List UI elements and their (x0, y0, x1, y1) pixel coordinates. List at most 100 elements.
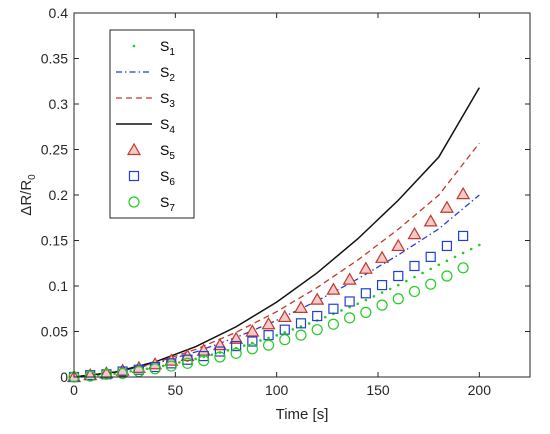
legend-marker-swatch (128, 196, 140, 208)
data-point-dot (469, 247, 473, 251)
data-point-dot (356, 302, 360, 306)
data-point-marker (312, 310, 323, 322)
data-point-marker (182, 354, 193, 365)
data-point-dot (405, 279, 408, 283)
data-point-dot (478, 243, 481, 247)
legend-entry-label-subscript: 2 (169, 73, 175, 84)
legend-entry-label-subscript: 7 (169, 203, 175, 214)
legend-marker-swatch (126, 142, 142, 156)
data-point-marker (295, 329, 307, 341)
data-point-dot (129, 369, 133, 373)
data-point-marker (245, 324, 260, 337)
y-tick-label: 0.35 (41, 51, 68, 67)
data-point-marker (408, 285, 421, 298)
data-point-marker (214, 346, 226, 357)
data-point-marker (261, 317, 276, 330)
data-point-marker (214, 351, 226, 363)
data-point-marker (456, 186, 471, 200)
legend-entry-label: S5 (160, 142, 175, 162)
data-point-dot (421, 271, 424, 275)
data-point-dot (429, 267, 432, 271)
legend-entry-label-subscript: 5 (169, 151, 175, 162)
data-point-dot (364, 298, 368, 302)
y-tick-label: 0.1 (49, 278, 69, 294)
data-point-dot (259, 339, 262, 342)
y-axis-label-subscript: 0 (27, 174, 38, 180)
data-point-marker (229, 331, 244, 344)
x-axis-label: Time [s] (276, 406, 329, 423)
y-axis-label: ΔR/R0 (18, 174, 38, 216)
data-point-dot (413, 275, 416, 279)
data-point-marker (100, 368, 113, 380)
series-line (73, 142, 480, 378)
data-point-marker (149, 363, 161, 375)
data-point-dot (380, 291, 384, 294)
legend-entry-label: S2 (160, 64, 175, 84)
data-point-dot (437, 263, 441, 267)
data-point-marker (393, 270, 404, 282)
data-point-dot (396, 283, 400, 287)
x-tick-label: 150 (366, 382, 390, 398)
data-point-marker (311, 324, 323, 336)
legend-entry-label-subscript: 3 (169, 99, 175, 110)
data-point-dot (291, 328, 295, 331)
legend-marker-swatch (128, 170, 140, 182)
legend-entry-label-subscript: 1 (169, 47, 175, 58)
y-axis-label-main: ΔR/R (18, 180, 35, 216)
data-point-marker (360, 306, 372, 318)
x-tick-label: 50 (168, 382, 184, 398)
data-point-marker (293, 300, 309, 313)
data-point-dot (388, 287, 392, 291)
data-point-marker (457, 262, 469, 274)
data-point-marker (117, 367, 129, 379)
data-point-dot (461, 251, 465, 255)
data-point-marker (165, 360, 177, 372)
data-point-marker (392, 293, 404, 305)
series-S7 (68, 262, 469, 383)
data-point-marker (375, 250, 390, 263)
legend-entry-label: S4 (160, 116, 175, 136)
data-point-marker (358, 261, 373, 274)
legend-entry-label-main: S (160, 38, 169, 54)
legend-entry-label-main: S (160, 116, 169, 132)
data-point-marker (327, 318, 340, 330)
data-point-dot (178, 361, 181, 364)
legend-entry-label: S6 (160, 168, 175, 188)
data-point-dot (307, 322, 311, 325)
series-layer (66, 87, 481, 383)
data-point-dot (299, 325, 303, 328)
data-point-marker (409, 260, 420, 272)
data-point-marker (247, 336, 258, 347)
y-tick-label: 0.05 (41, 324, 68, 340)
legend-entry-label-main: S (160, 90, 169, 106)
data-point-marker (262, 339, 275, 351)
data-point-marker (230, 347, 242, 359)
data-point-marker (439, 200, 454, 213)
data-point-marker (277, 309, 292, 323)
y-tick-label: 0.15 (41, 233, 68, 249)
legend-entry-label-subscript: 6 (169, 177, 175, 188)
data-point-dot (324, 315, 327, 319)
data-point-dot (372, 295, 376, 298)
y-tick-label: 0.3 (49, 96, 69, 112)
legend-dot-swatch (132, 44, 136, 48)
x-tick-label: 200 (468, 382, 492, 398)
data-point-marker (328, 303, 339, 314)
data-point-marker (310, 292, 325, 305)
legend-entry-label-main: S (160, 142, 169, 158)
data-point-marker (326, 282, 341, 295)
data-point-marker (423, 214, 438, 227)
y-tick-label: 0 (60, 369, 68, 385)
data-point-marker (441, 240, 453, 252)
data-point-dot (226, 349, 230, 352)
data-point-dot (275, 334, 278, 337)
data-point-marker (441, 270, 453, 282)
data-point-marker (295, 318, 307, 329)
data-point-marker (246, 343, 258, 355)
data-point-marker (99, 366, 114, 379)
data-point-marker (344, 296, 355, 307)
data-point-dot (283, 331, 287, 334)
y-tick-label: 0.4 (49, 5, 69, 21)
